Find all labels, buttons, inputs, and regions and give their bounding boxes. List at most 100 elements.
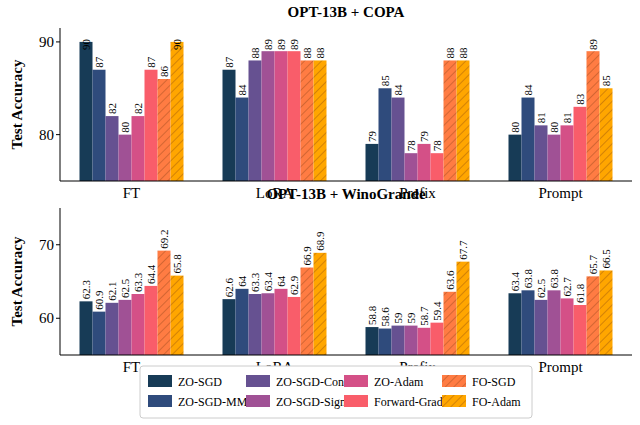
data-label: 63.8 bbox=[548, 269, 560, 289]
y-axis-label: Test Accuracy bbox=[9, 236, 25, 326]
bar bbox=[587, 276, 600, 355]
bar bbox=[145, 286, 158, 355]
bar bbox=[314, 60, 327, 181]
bar bbox=[535, 300, 548, 355]
data-label: 61.8 bbox=[574, 283, 586, 303]
data-label: 84 bbox=[522, 84, 534, 96]
bar bbox=[171, 42, 184, 181]
bar bbox=[509, 293, 522, 355]
bar bbox=[119, 135, 132, 181]
x-tick-label: FT bbox=[123, 185, 141, 201]
bar bbox=[600, 88, 613, 181]
data-label: 81 bbox=[535, 112, 547, 123]
data-label: 69.2 bbox=[158, 229, 170, 248]
bar bbox=[574, 305, 587, 355]
chart-title: OPT-13B + COPA bbox=[288, 4, 405, 20]
figure: OPT-13B + COPA Test Accuracy 80 90 FT 90 87 82 8… bbox=[0, 0, 640, 425]
bar bbox=[132, 294, 145, 355]
bar bbox=[379, 329, 392, 355]
data-label: 64.4 bbox=[145, 264, 157, 284]
y-tick bbox=[56, 41, 60, 42]
data-label: 63.3 bbox=[249, 272, 261, 292]
legend-label: ZO-Adam bbox=[374, 375, 424, 389]
bar bbox=[80, 42, 93, 181]
bar bbox=[132, 116, 145, 181]
bar bbox=[106, 303, 119, 355]
data-label: 88 bbox=[249, 47, 261, 59]
bar bbox=[262, 51, 275, 181]
bar bbox=[80, 301, 93, 355]
bar bbox=[106, 116, 119, 181]
legend-swatch bbox=[246, 375, 270, 387]
data-label: 60.9 bbox=[93, 290, 105, 310]
data-label: 87 bbox=[145, 56, 157, 68]
bar bbox=[405, 326, 418, 355]
bar bbox=[418, 328, 431, 355]
bar bbox=[301, 268, 314, 355]
data-label: 84 bbox=[236, 84, 248, 96]
y-tick-label: 70 bbox=[39, 237, 54, 253]
bar bbox=[145, 70, 158, 181]
data-label: 89 bbox=[587, 39, 599, 51]
data-label: 78 bbox=[431, 140, 443, 152]
y-axis-label: Test Accuracy bbox=[9, 59, 25, 149]
bar bbox=[288, 297, 301, 355]
legend-swatch bbox=[246, 395, 270, 407]
bar bbox=[444, 60, 457, 181]
bar bbox=[457, 262, 470, 355]
data-label: 83 bbox=[574, 93, 586, 105]
legend-swatch bbox=[344, 395, 368, 407]
bar bbox=[548, 290, 561, 355]
bar bbox=[262, 293, 275, 355]
bar bbox=[444, 292, 457, 355]
y-tick bbox=[56, 244, 60, 245]
bar bbox=[600, 270, 613, 355]
legend-label: Forward-Grad bbox=[374, 395, 443, 409]
data-label: 85 bbox=[600, 75, 612, 87]
data-label: 81 bbox=[561, 112, 573, 123]
legend-label: ZO-SGD-Sign bbox=[276, 395, 346, 409]
data-label: 58.8 bbox=[366, 305, 378, 325]
bar bbox=[288, 51, 301, 181]
bar bbox=[522, 290, 535, 355]
bar bbox=[236, 98, 249, 181]
data-label: 67.7 bbox=[457, 240, 469, 260]
data-label: 86 bbox=[158, 66, 170, 78]
bar bbox=[522, 98, 535, 181]
data-label: 62.1 bbox=[106, 282, 118, 301]
y-tick-label: 80 bbox=[39, 127, 54, 143]
bar bbox=[158, 79, 171, 181]
bar bbox=[223, 299, 236, 355]
bar bbox=[587, 51, 600, 181]
data-label: 82 bbox=[106, 103, 118, 114]
bar bbox=[431, 323, 444, 355]
data-label: 63.4 bbox=[262, 272, 274, 292]
y-tick-label: 60 bbox=[39, 310, 54, 326]
bar bbox=[275, 289, 288, 355]
data-label: 90 bbox=[171, 39, 183, 51]
legend-label: ZO-SGD-Cons bbox=[276, 375, 349, 389]
data-label: 62.5 bbox=[119, 278, 131, 298]
data-label: 62.6 bbox=[223, 277, 235, 297]
bar bbox=[223, 70, 236, 181]
bar bbox=[561, 125, 574, 181]
legend-swatch bbox=[344, 375, 368, 387]
bar bbox=[561, 298, 574, 355]
data-label: 65.7 bbox=[587, 255, 599, 275]
data-label: 89 bbox=[262, 39, 274, 51]
legend-swatch bbox=[442, 395, 466, 407]
bar bbox=[275, 51, 288, 181]
chart-title: OPT-13B + WinoGrande bbox=[266, 186, 425, 202]
bar bbox=[431, 153, 444, 181]
bar bbox=[236, 289, 249, 355]
data-label: 62.7 bbox=[561, 277, 573, 297]
data-label: 62.9 bbox=[288, 275, 300, 295]
data-label: 64 bbox=[275, 275, 287, 287]
data-label: 59.4 bbox=[431, 301, 443, 321]
data-label: 63.3 bbox=[132, 272, 144, 292]
bar bbox=[171, 276, 184, 355]
bar bbox=[509, 135, 522, 181]
data-label: 88 bbox=[301, 47, 313, 59]
y-tick-label: 90 bbox=[39, 34, 54, 50]
data-label: 79 bbox=[366, 130, 378, 142]
